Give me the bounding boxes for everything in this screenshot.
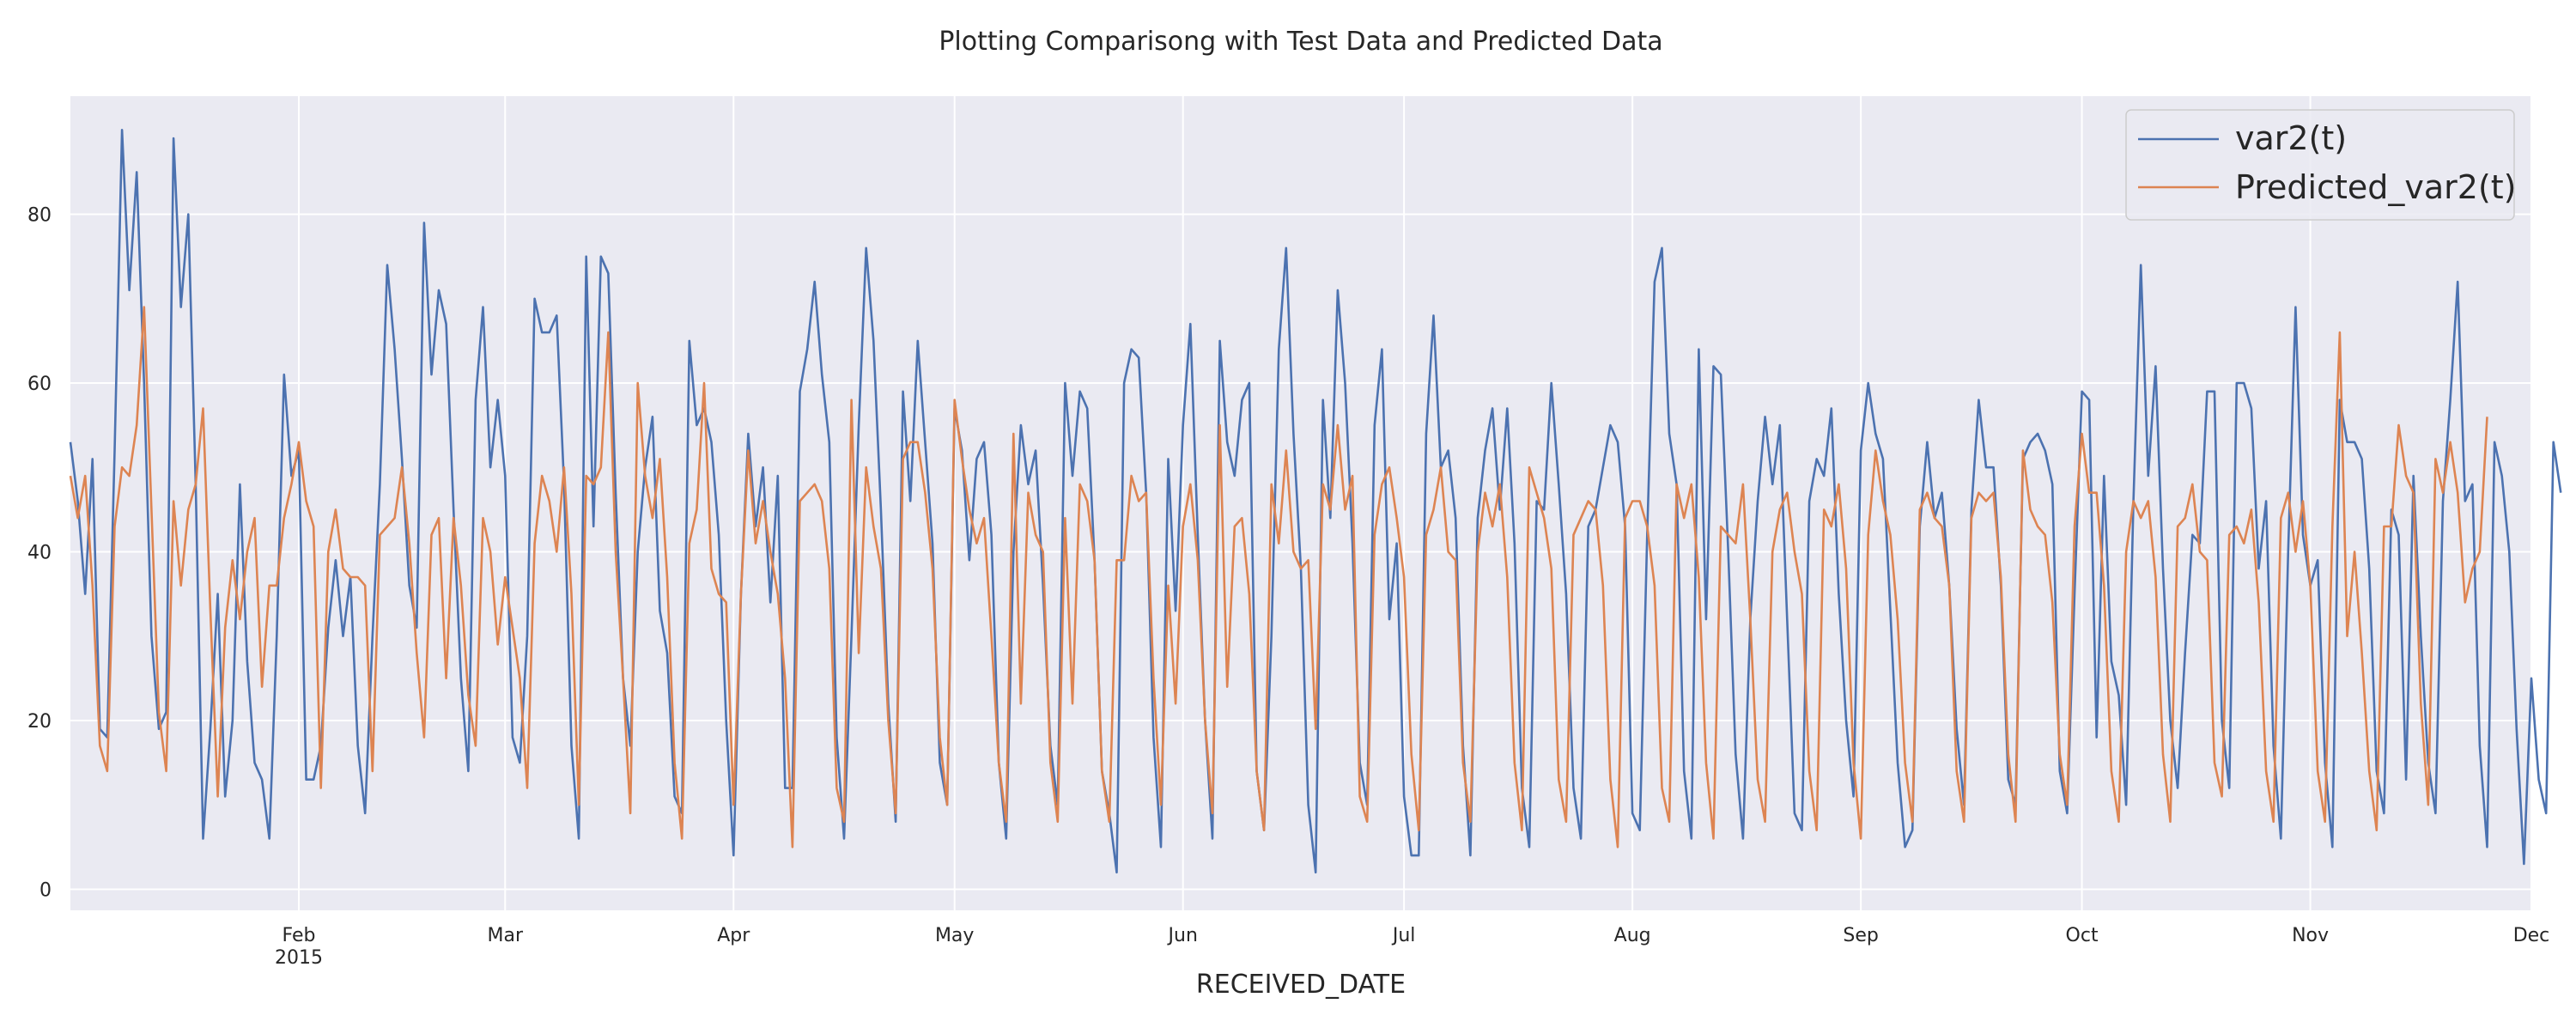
legend-frame <box>2125 109 2515 221</box>
legend: var2(t) Predicted_var2(t) <box>2125 109 2517 221</box>
legend-label-predicted-var2: Predicted_var2(t) <box>2235 168 2517 206</box>
x-tick-sublabel: 2015 <box>275 947 323 969</box>
y-tick-label: 60 <box>27 374 52 395</box>
y-tick-label: 40 <box>27 542 52 563</box>
series-line-1 <box>69 306 2488 848</box>
y-tick-label: 20 <box>27 711 52 733</box>
plot-area <box>70 96 2531 910</box>
chart-title: Plotting Comparisong with Test Data and … <box>939 27 1662 57</box>
x-tick-label: Jun <box>1167 925 1198 946</box>
x-tick-label: May <box>935 925 974 946</box>
y-tick-label: 0 <box>39 879 52 901</box>
legend-label-var2: var2(t) <box>2235 119 2347 157</box>
series-lines <box>69 129 2562 874</box>
x-tick-label: Apr <box>717 925 750 946</box>
x-tick-label: Oct <box>2066 925 2099 946</box>
x-tick-label: Dec <box>2513 925 2550 946</box>
x-axis-label: RECEIVED_DATE <box>1196 970 1406 1000</box>
x-tick-label: Feb <box>283 925 316 946</box>
x-tick-label: Sep <box>1843 925 1878 946</box>
x-tick-label: Jul <box>1391 925 1416 946</box>
x-tick-label: Aug <box>1614 925 1651 946</box>
x-tick-label: Nov <box>2292 925 2329 946</box>
series-line-0 <box>69 129 2562 874</box>
y-tick-label: 80 <box>27 205 52 227</box>
x-tick-label: Mar <box>488 925 524 946</box>
